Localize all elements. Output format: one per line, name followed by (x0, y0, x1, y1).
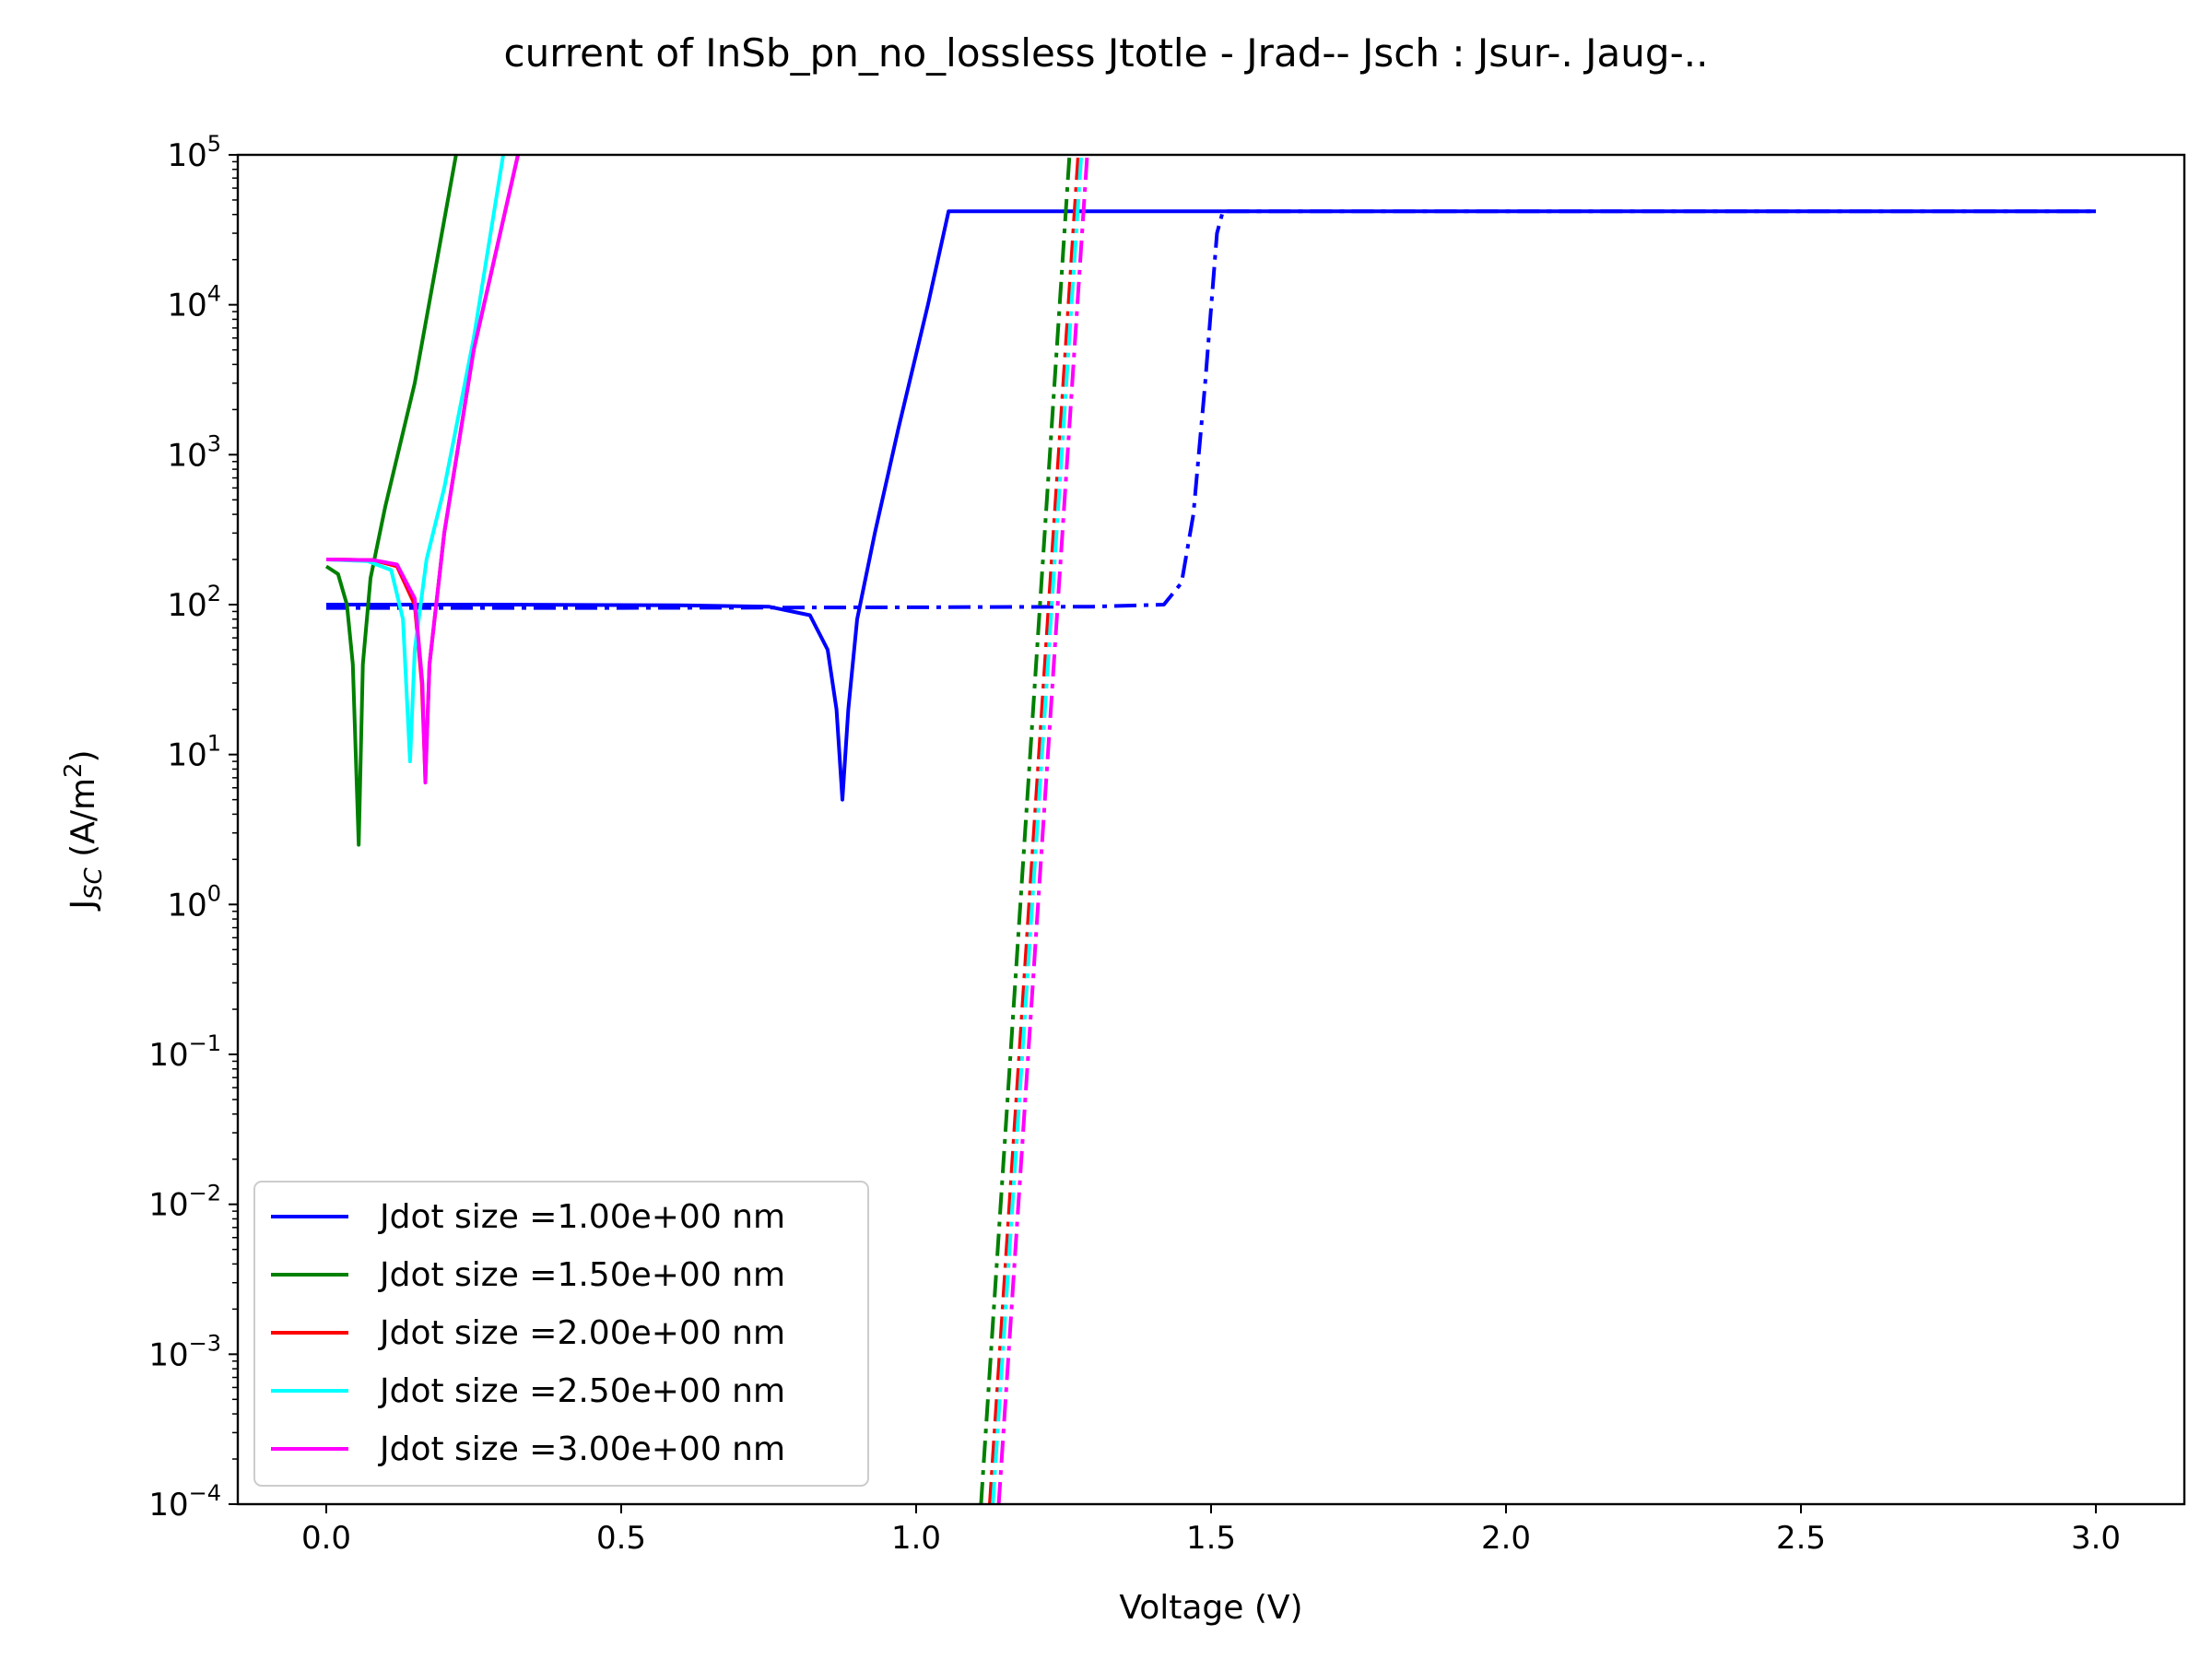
x-tick-label: 1.5 (1186, 1520, 1236, 1557)
y-tick-label: 10−1 (148, 1030, 221, 1074)
x-tick-label: 3.0 (2071, 1520, 2121, 1557)
x-tick-label: 2.5 (1776, 1520, 1826, 1557)
legend: Jdot size =1.00e+00 nm Jdot size =1.50e+0… (253, 1181, 869, 1487)
series-line-4 (979, 155, 1072, 1504)
legend-label: Jdot size =1.50e+00 nm (378, 1256, 785, 1294)
legend-label: Jdot size =2.50e+00 nm (378, 1372, 785, 1410)
series-line-6 (988, 155, 1080, 1504)
y-tick-label: 10−3 (148, 1330, 221, 1373)
series-line-9 (325, 155, 520, 785)
y-axis-label: JSC (A/m2) (60, 749, 108, 911)
chart-title: current of InSb_pn_no_lossless Jtotle - … (504, 30, 1709, 76)
y-axis-label-unit-sup: 2 (60, 762, 88, 778)
x-tick-label: 0.0 (301, 1520, 351, 1557)
y-axis-label-unit-close: ) (65, 749, 102, 762)
legend-items: Jdot size =1.00e+00 nm Jdot size =1.50e+0… (271, 1198, 785, 1468)
x-axis-ticks: 0.0 0.5 1.0 1.5 2.0 2.5 3.0 (301, 1504, 2121, 1557)
y-axis-label-main: J (65, 900, 102, 912)
x-tick-label: 1.0 (891, 1520, 941, 1557)
legend-label: Jdot size =3.00e+00 nm (378, 1430, 785, 1468)
y-tick-label: 103 (167, 430, 221, 474)
x-tick-label: 0.5 (596, 1520, 646, 1557)
y-tick-label: 102 (167, 581, 221, 624)
series-layer (324, 155, 2096, 1504)
y-tick-label: 105 (167, 131, 221, 174)
legend-label: Jdot size =2.00e+00 nm (378, 1314, 785, 1352)
y-tick-label: 10−4 (148, 1480, 221, 1524)
y-axis-label-unit: (A/m (65, 778, 102, 867)
series-line-2 (326, 209, 2096, 610)
y-axis-label-sub: SC (80, 866, 108, 900)
y-tick-label: 100 (167, 880, 221, 924)
series-line-10 (996, 155, 1089, 1504)
y-tick-label: 10−2 (148, 1181, 221, 1224)
x-axis-label: Voltage (V) (1119, 1589, 1302, 1627)
series-line-7 (325, 155, 505, 764)
series-line-8 (991, 155, 1084, 1504)
series-line-3 (324, 155, 458, 847)
x-tick-label: 2.0 (1481, 1520, 1531, 1557)
legend-label: Jdot size =1.00e+00 nm (378, 1198, 785, 1236)
y-tick-label: 104 (167, 281, 221, 324)
y-tick-label: 101 (167, 731, 221, 774)
legend-box (253, 1181, 869, 1487)
series-line-1 (326, 209, 2096, 802)
y-axis-ticks: 10−4 10−3 10−2 10−1 100 101 102 103 104 105 (148, 131, 238, 1524)
